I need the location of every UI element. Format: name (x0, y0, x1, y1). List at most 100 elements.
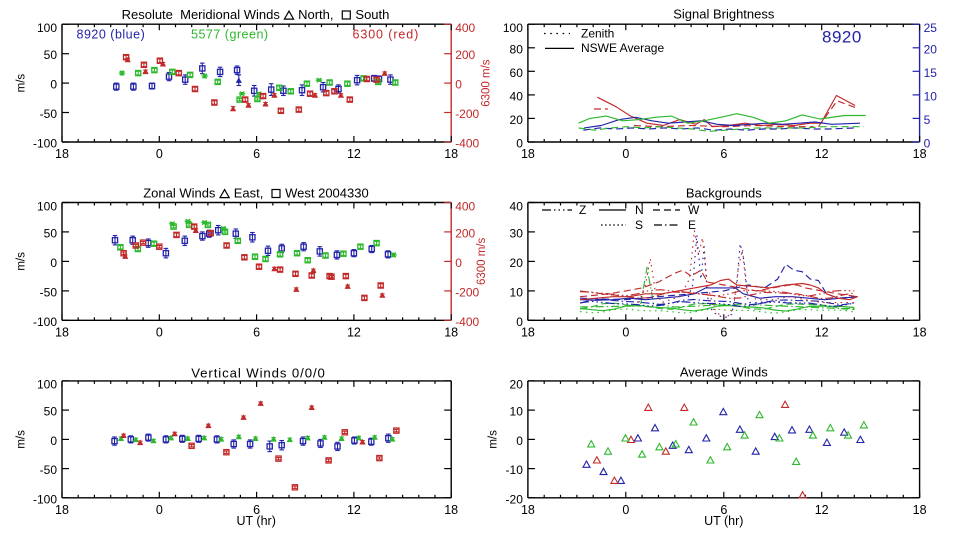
svg-text:W: W (688, 203, 700, 217)
svg-text:0: 0 (156, 326, 163, 340)
svg-text:0: 0 (622, 326, 629, 340)
svg-text:50: 50 (44, 48, 58, 62)
svg-text:m/s: m/s (16, 74, 28, 93)
svg-text:0: 0 (516, 315, 523, 329)
svg-text:18: 18 (913, 147, 927, 161)
svg-text:20: 20 (924, 42, 938, 56)
svg-text:5: 5 (924, 113, 931, 127)
svg-text:UT (hr): UT (hr) (237, 514, 276, 528)
svg-text:0: 0 (50, 434, 57, 448)
svg-text:-100: -100 (33, 315, 57, 329)
svg-text:15: 15 (924, 66, 938, 80)
svg-text:0: 0 (455, 78, 462, 92)
svg-text:m/s: m/s (16, 252, 28, 271)
svg-text:-20: -20 (506, 492, 524, 506)
svg-text:Resolute Meridional Winds: Resolute Meridional Winds (122, 7, 284, 22)
svg-text:12: 12 (347, 147, 361, 161)
svg-text:Zonal Winds: Zonal Winds (143, 185, 219, 200)
svg-text:0: 0 (156, 503, 163, 517)
svg-text:0: 0 (50, 78, 57, 92)
svg-text:40: 40 (510, 89, 524, 103)
svg-text:6: 6 (253, 503, 260, 517)
svg-text:E: E (688, 218, 696, 232)
svg-text:18: 18 (444, 147, 458, 161)
svg-text:12: 12 (815, 147, 829, 161)
svg-text:100: 100 (503, 21, 523, 35)
svg-text:East,: East, (230, 185, 270, 200)
svg-text:18: 18 (913, 326, 927, 340)
svg-text:50: 50 (44, 405, 58, 419)
svg-text:6: 6 (720, 326, 727, 340)
svg-text:6300 (red): 6300 (red) (353, 28, 420, 42)
svg-text:18: 18 (521, 147, 535, 161)
svg-text:0: 0 (622, 503, 629, 517)
svg-text:-50: -50 (40, 285, 58, 299)
svg-text:South: South (352, 7, 390, 22)
svg-text:80: 80 (510, 42, 524, 56)
svg-text:6: 6 (253, 147, 260, 161)
svg-text:Signal Brightness: Signal Brightness (673, 6, 775, 21)
svg-text:6: 6 (253, 326, 260, 340)
svg-text:-400: -400 (455, 315, 479, 329)
svg-text:12: 12 (347, 326, 361, 340)
svg-text:400: 400 (455, 21, 475, 35)
svg-text:0: 0 (455, 256, 462, 270)
svg-text:25: 25 (924, 21, 938, 35)
svg-text:10: 10 (924, 89, 938, 103)
svg-text:12: 12 (815, 503, 829, 517)
svg-text:18: 18 (55, 147, 69, 161)
svg-text:18: 18 (521, 326, 535, 340)
svg-text:18: 18 (444, 326, 458, 340)
svg-text:6300 m/s: 6300 m/s (476, 238, 488, 286)
svg-text:100: 100 (37, 378, 57, 392)
svg-text:20: 20 (510, 256, 524, 270)
svg-text:10: 10 (510, 405, 524, 419)
svg-text:-200: -200 (455, 285, 479, 299)
svg-text:-400: -400 (455, 137, 479, 151)
svg-text:20: 20 (510, 378, 524, 392)
svg-text:Backgrounds: Backgrounds (686, 185, 762, 200)
svg-text:20: 20 (510, 113, 524, 127)
svg-text:m/s: m/s (16, 430, 28, 449)
svg-text:0: 0 (50, 256, 57, 270)
svg-text:North,: North, (295, 7, 341, 22)
svg-text:10: 10 (510, 285, 524, 299)
svg-text:-200: -200 (455, 107, 479, 121)
svg-text:200: 200 (455, 48, 475, 62)
svg-text:60: 60 (510, 66, 524, 80)
svg-text:-100: -100 (33, 492, 57, 506)
svg-text:18: 18 (913, 503, 927, 517)
svg-text:0: 0 (516, 137, 523, 151)
svg-text:West 2004330: West 2004330 (282, 185, 369, 200)
svg-text:50: 50 (44, 226, 58, 240)
svg-text:8920 (blue): 8920 (blue) (77, 28, 146, 42)
svg-text:400: 400 (455, 199, 475, 213)
svg-text:m/s: m/s (488, 430, 500, 449)
svg-text:0: 0 (622, 147, 629, 161)
svg-text:Zenith: Zenith (581, 27, 614, 41)
svg-text:Vertical Winds 0/0/0: Vertical Winds 0/0/0 (191, 365, 326, 380)
svg-text:Z: Z (579, 203, 586, 217)
svg-text:40: 40 (510, 199, 524, 213)
svg-text:Average Winds: Average Winds (680, 364, 768, 379)
svg-text:30: 30 (510, 226, 524, 240)
svg-text:6: 6 (720, 147, 727, 161)
svg-text:18: 18 (55, 503, 69, 517)
svg-text:6300 m/s: 6300 m/s (481, 59, 493, 107)
svg-text:-10: -10 (506, 463, 524, 477)
svg-text:NSWE Average: NSWE Average (581, 41, 664, 55)
svg-text:5577 (green): 5577 (green) (191, 28, 269, 42)
svg-text:N: N (635, 203, 644, 217)
svg-text:8920: 8920 (822, 28, 862, 47)
svg-text:UT (hr): UT (hr) (704, 514, 743, 528)
svg-text:S: S (635, 218, 643, 232)
svg-text:100: 100 (37, 199, 57, 213)
svg-text:-50: -50 (40, 107, 58, 121)
svg-text:100: 100 (37, 21, 57, 35)
svg-text:18: 18 (55, 326, 69, 340)
svg-text:12: 12 (815, 326, 829, 340)
svg-text:-100: -100 (33, 137, 57, 151)
svg-text:6: 6 (720, 503, 727, 517)
svg-text:0: 0 (156, 147, 163, 161)
svg-text:18: 18 (521, 503, 535, 517)
